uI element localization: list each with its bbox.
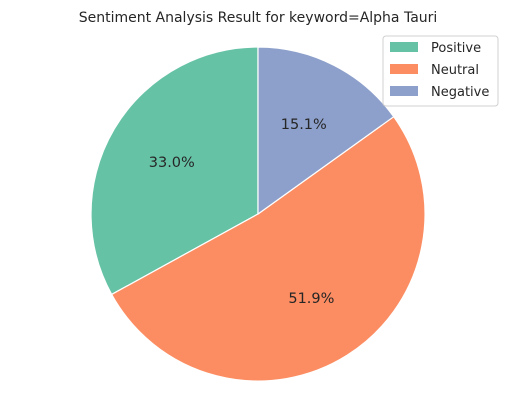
- pie-slice-positive: [90, 46, 259, 296]
- slice-label-positive: 33.0%: [149, 155, 195, 171]
- pie-slice-neutral: [111, 116, 426, 382]
- legend: Positive Neutral Negative: [382, 35, 499, 107]
- legend-swatch-positive: [390, 42, 418, 52]
- chart-title: Sentiment Analysis Result for keyword=Al…: [79, 10, 438, 26]
- legend-label-neutral: Neutral: [431, 63, 479, 78]
- legend-label-positive: Positive: [431, 41, 481, 56]
- legend-label-negative: Negative: [431, 85, 489, 100]
- slice-label-negative: 15.1%: [281, 117, 327, 133]
- legend-swatch-negative: [390, 86, 418, 96]
- legend-swatch-neutral: [390, 64, 418, 74]
- pie-slices: [90, 46, 426, 382]
- pie-slice-labels: 33.0% 51.9% 15.1%: [149, 117, 335, 307]
- slice-label-neutral: 51.9%: [288, 291, 334, 307]
- pie-slice-negative: [257, 46, 395, 215]
